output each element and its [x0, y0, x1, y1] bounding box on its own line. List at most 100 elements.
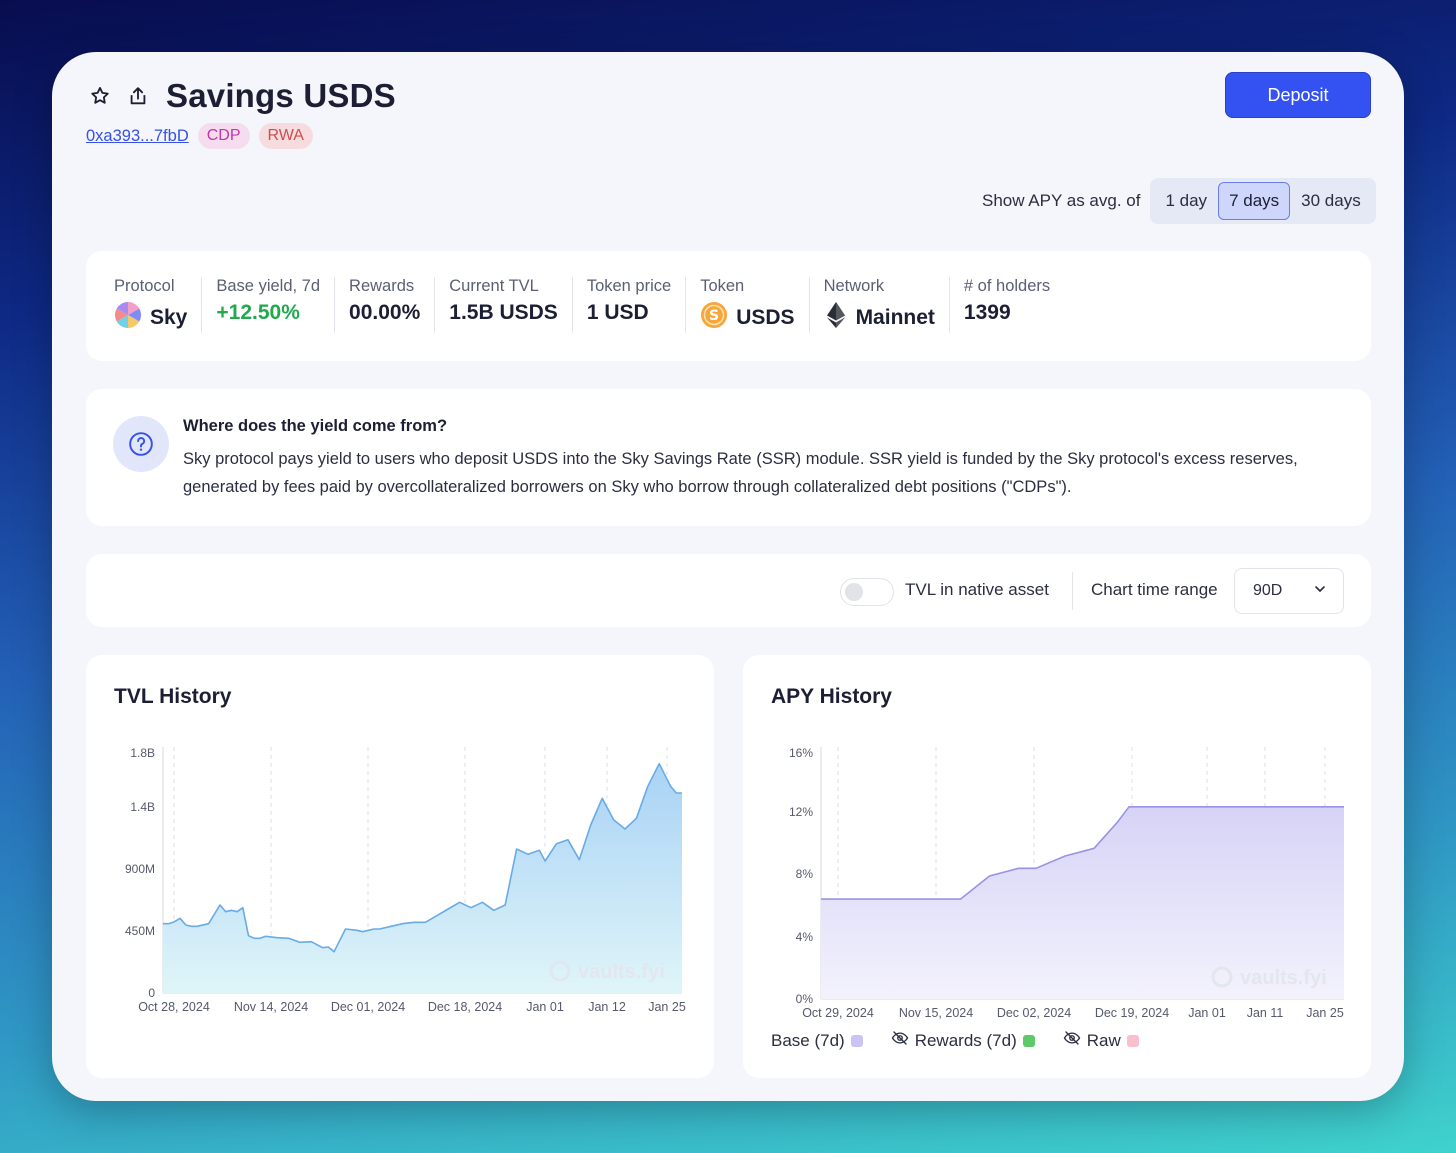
stat-label: Token [700, 277, 745, 295]
protocol-value: Sky [150, 306, 188, 329]
x-tick-label: Jan 25 [648, 1000, 686, 1014]
watermark-text: vaults.fyi [1240, 967, 1327, 989]
title-row: Savings USDS [88, 76, 396, 116]
y-tick-label: 4% [796, 930, 814, 944]
apy-legend: Base (7d) Rewards (7d) Raw [771, 1029, 1139, 1052]
stat-value: Mainnet [824, 301, 935, 335]
legend-rewards-7d[interactable]: Rewards (7d) [891, 1029, 1035, 1052]
legend-label: Base (7d) [771, 1030, 845, 1050]
holders-value: 1399 [963, 301, 1011, 324]
chevron-down-icon [1313, 582, 1327, 601]
tag-cdp: CDP [197, 123, 250, 149]
token-value: USDS [736, 306, 795, 329]
x-tick-label: Dec 18, 2024 [428, 1000, 502, 1014]
apy-option-1-day[interactable]: 1 day [1165, 191, 1208, 210]
x-tick-label: Jan 11 [1247, 1006, 1284, 1020]
vaults-fyi-watermark: vaults.fyi [1211, 966, 1327, 989]
yield-source-title: Where does the yield come from? [183, 417, 448, 435]
legend-label: Raw [1086, 1030, 1121, 1050]
series-line [163, 762, 682, 953]
stat-value: S USDS [700, 301, 795, 335]
vault-meta: 0xa393...7fbD CDP RWA [86, 123, 313, 149]
x-tick-label: Jan 25 [1306, 1006, 1344, 1020]
watermark-text: vaults.fyi [578, 961, 665, 983]
x-tick-label: Jan 12 [588, 1000, 626, 1014]
toggle-knob [845, 583, 863, 601]
stat-token: Token S USDS [685, 277, 808, 333]
tvl-history-chart: 0 450M 900M 1.4B 1.8B Oct 28, 2024 Nov 14, 202… [125, 746, 686, 1014]
stat-base-yield: Base yield, 7d +12.50% [201, 277, 334, 333]
chart-range-label: Chart time range [1091, 580, 1218, 599]
apy-average-toggle: Show APY as avg. of 1 day 7 days 30 days [982, 178, 1376, 224]
x-tick-label: Jan 01 [1188, 1006, 1226, 1020]
stat-network: Network Mainnet [808, 277, 949, 335]
star-icon[interactable] [88, 84, 112, 108]
contract-address-link[interactable]: 0xa393...7fbD [86, 126, 189, 145]
watermark-logo-icon [1211, 966, 1233, 988]
sky-logo-icon [114, 301, 142, 335]
vault-stats-card: Protocol Sky [86, 251, 1371, 361]
tvl-chart-title: TVL History [114, 685, 232, 708]
chart-range-value: 90D [1253, 582, 1283, 599]
stat-rewards: Rewards 00.00% [334, 277, 434, 333]
apy-average-label: Show APY as avg. of [982, 191, 1141, 210]
vault-detail-panel: Savings USDS 0xa393...7fbD CDP RWA Depos… [52, 52, 1404, 1101]
stat-label: Rewards [349, 277, 415, 295]
chart-controls-card: TVL in native asset Chart time range 90D [86, 554, 1371, 627]
rewards-value: 00.00% [349, 301, 421, 324]
legend-base-7d[interactable]: Base (7d) [771, 1031, 863, 1051]
y-tick-label: 0% [796, 992, 814, 1006]
legend-swatch [1126, 1034, 1139, 1047]
apy-average-segmented: 1 day 7 days 30 days [1150, 178, 1376, 224]
usds-token-icon: S [700, 301, 728, 335]
deposit-button[interactable]: Deposit [1225, 72, 1371, 118]
tvl-native-label: TVL in native asset [905, 580, 1049, 599]
yield-source-text: Sky protocol pays yield to users who dep… [183, 450, 1298, 496]
stat-label: Protocol [114, 277, 175, 295]
chart-range-select[interactable]: 90D [1234, 568, 1344, 614]
series-area [821, 806, 1344, 999]
eye-off-icon [891, 1029, 909, 1052]
x-tick-label: Oct 29, 2024 [802, 1006, 874, 1020]
stat-value: Sky [114, 301, 187, 335]
network-value: Mainnet [855, 306, 935, 329]
legend-swatch [1022, 1034, 1035, 1047]
legend-label: Rewards (7d) [914, 1030, 1017, 1050]
token-price-value: 1 USD [586, 301, 649, 324]
legend-raw[interactable]: Raw [1063, 1029, 1139, 1052]
y-tick-label: 900M [125, 862, 155, 876]
eye-off-icon [1063, 1029, 1081, 1052]
base-yield-value: +12.50% [216, 301, 300, 324]
apy-history-card: APY History 0% 4% 8% 12% 16% Oct 29, 2024 Nov … [743, 655, 1371, 1078]
stat-holders: # of holders 1399 [948, 277, 1064, 333]
y-tick-label: 1.8B [130, 746, 155, 760]
x-tick-label: Nov 15, 2024 [899, 1006, 973, 1020]
stat-current-tvl: Current TVL 1.5B USDS [434, 277, 572, 333]
x-tick-label: Dec 01, 2024 [331, 1000, 405, 1014]
share-icon[interactable] [126, 84, 150, 108]
y-tick-label: 16% [789, 746, 813, 760]
page-title: Savings USDS [166, 77, 396, 114]
yield-source-card: Where does the yield come from? Sky prot… [86, 389, 1371, 526]
x-tick-label: Dec 02, 2024 [997, 1006, 1071, 1020]
stat-label: Current TVL [449, 277, 539, 295]
apy-option-7-days[interactable]: 7 days [1218, 182, 1291, 220]
legend-swatch [850, 1034, 863, 1047]
stat-label: Network [823, 277, 885, 295]
ethereum-icon [824, 301, 848, 335]
y-tick-label: 1.4B [130, 800, 155, 814]
stat-protocol: Protocol Sky [114, 277, 201, 333]
apy-option-30-days[interactable]: 30 days [1301, 191, 1361, 210]
tag-rwa: RWA [258, 123, 313, 149]
apy-chart-title: APY History [771, 685, 892, 708]
stat-label: Token price [586, 277, 672, 295]
x-tick-label: Dec 19, 2024 [1095, 1006, 1169, 1020]
stat-label: Base yield, 7d [216, 277, 321, 295]
series-area [163, 763, 682, 993]
y-tick-label: 450M [125, 924, 155, 938]
series-line [821, 806, 1344, 900]
tvl-native-toggle[interactable] [840, 578, 894, 606]
y-tick-label: 0 [148, 986, 155, 1000]
divider [1072, 572, 1073, 610]
current-tvl-value: 1.5B USDS [449, 301, 558, 324]
